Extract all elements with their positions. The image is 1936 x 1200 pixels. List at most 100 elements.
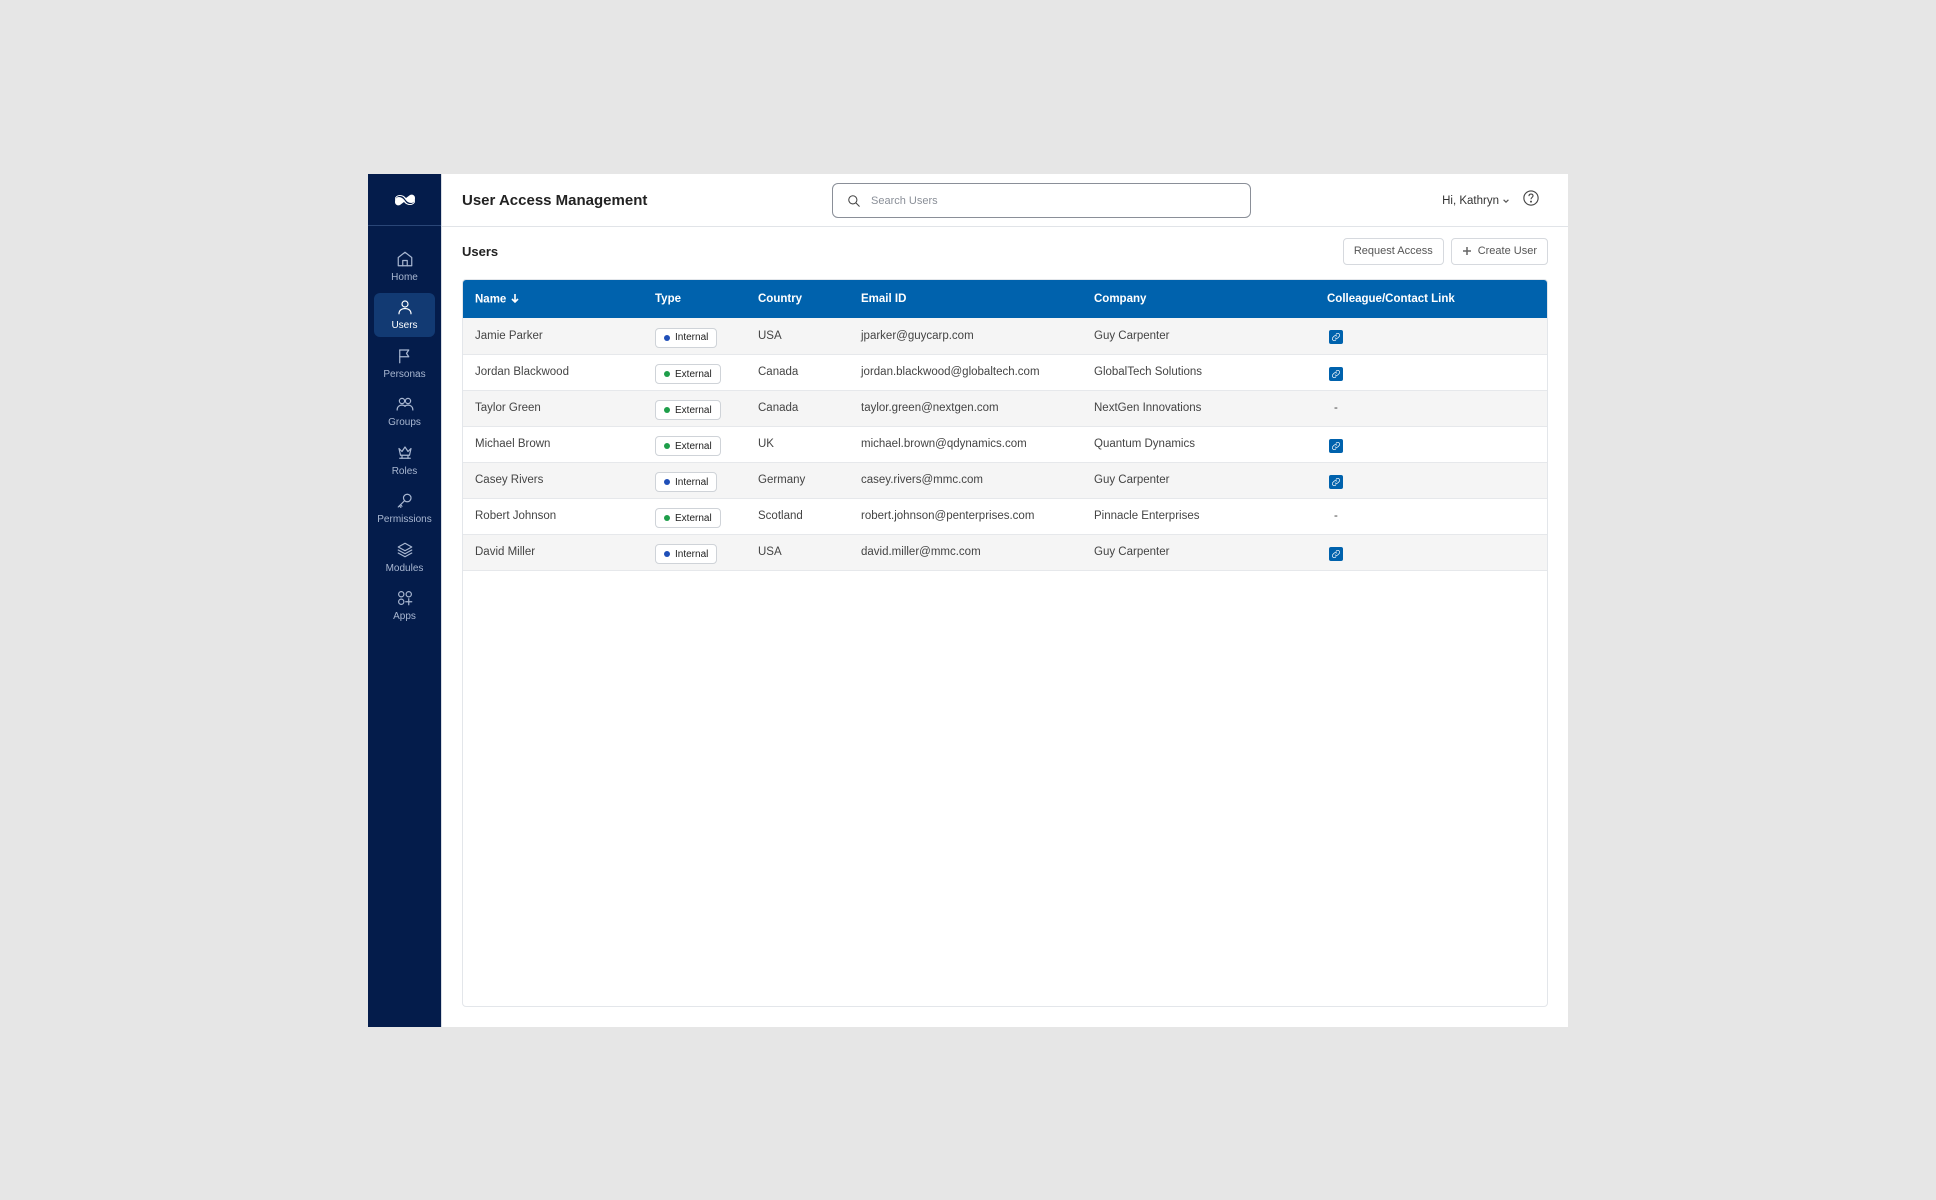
- table-row[interactable]: Jamie Parker Internal USA jparker@guycarp.c…: [463, 318, 1547, 354]
- cell-link: [1315, 354, 1547, 390]
- contact-link-icon[interactable]: [1329, 438, 1343, 453]
- status-dot: [664, 443, 670, 449]
- status-dot: [664, 479, 670, 485]
- contact-link-icon[interactable]: [1329, 474, 1343, 489]
- users-table: Name Type Country Email ID Company Colle…: [463, 280, 1547, 571]
- contact-link-icon[interactable]: [1329, 366, 1343, 381]
- request-access-label: Request Access: [1353, 245, 1433, 257]
- search-box[interactable]: [832, 183, 1251, 218]
- sidebar-item-label: Modules: [385, 562, 424, 574]
- status-dot: [664, 407, 670, 413]
- create-user-label: Create User: [1477, 245, 1537, 257]
- help-icon: [1523, 190, 1539, 206]
- column-header-link[interactable]: Colleague/Contact Link: [1315, 280, 1547, 318]
- cell-link: [1315, 318, 1547, 354]
- request-access-button[interactable]: Request Access: [1342, 237, 1444, 265]
- sidebar-item-roles[interactable]: Roles: [374, 438, 435, 482]
- table-body: Jamie Parker Internal USA jparker@guycarp.c…: [463, 318, 1547, 570]
- column-label: Colleague/Contact Link: [1327, 293, 1455, 305]
- table-row[interactable]: Casey Rivers Internal Germany casey.rivers@…: [463, 462, 1547, 498]
- sidebar-item-groups[interactable]: Groups: [374, 390, 435, 434]
- type-badge: External: [655, 508, 721, 528]
- user-menu[interactable]: Hi, Kathryn: [1442, 195, 1510, 207]
- column-header-name[interactable]: Name: [463, 280, 643, 318]
- column-header-company[interactable]: Company: [1082, 280, 1315, 318]
- column-label: Name: [475, 293, 507, 306]
- cell-company: Pinnacle Enterprises: [1094, 510, 1200, 522]
- sort-down-icon[interactable]: [510, 293, 520, 306]
- table-row[interactable]: David Miller Internal USA david.miller@mmc.…: [463, 534, 1547, 570]
- sidebar: Home Users Personas Groups Roles Permiss…: [368, 174, 441, 1027]
- cell-company: Guy Carpenter: [1094, 329, 1170, 342]
- no-link-text: -: [1334, 402, 1338, 414]
- cell-name: Jordan Blackwood: [475, 366, 569, 378]
- main-area: User Access Management Hi, Kathryn Users: [441, 174, 1568, 1027]
- cell-name: Michael Brown: [475, 438, 551, 450]
- cell-email: casey.rivers@mmc.com: [861, 474, 983, 486]
- sidebar-item-modules[interactable]: Modules: [374, 535, 435, 579]
- cell-name: Jamie Parker: [475, 329, 543, 342]
- cell-name: Casey Rivers: [475, 474, 544, 486]
- cell-link: -: [1315, 390, 1547, 426]
- cell-type: External: [643, 498, 746, 534]
- content-area: Users Request Access Create User: [442, 227, 1568, 1027]
- contact-link-icon[interactable]: [1329, 330, 1343, 345]
- table-row[interactable]: Taylor Green External Canada taylor.green@n…: [463, 390, 1547, 426]
- column-label: Country: [758, 293, 803, 305]
- chevron-down-icon: [1503, 198, 1509, 203]
- search-input[interactable]: [871, 194, 1231, 207]
- type-label: Internal: [675, 548, 709, 560]
- cell-type: External: [643, 426, 746, 462]
- sidebar-item-users[interactable]: Users: [374, 292, 435, 337]
- type-label: External: [675, 368, 712, 380]
- column-header-type[interactable]: Type: [643, 280, 746, 318]
- sidebar-item-label: Personas: [383, 368, 426, 380]
- section-toolbar: Users Request Access Create User: [462, 227, 1548, 279]
- no-link-text: -: [1334, 510, 1338, 522]
- cell-type: Internal: [643, 462, 746, 498]
- create-user-button[interactable]: Create User: [1450, 237, 1548, 265]
- table-row[interactable]: Robert Johnson External Scotland robert.joh…: [463, 498, 1547, 534]
- sidebar-item-personas[interactable]: Personas: [374, 341, 435, 385]
- help-button[interactable]: [1522, 189, 1540, 212]
- cell-company: NextGen Innovations: [1094, 402, 1202, 414]
- status-dot: [664, 515, 670, 521]
- app-logo[interactable]: [368, 174, 441, 226]
- sidebar-item-home[interactable]: Home: [374, 244, 435, 288]
- cell-name: David Miller: [475, 546, 536, 558]
- cell-type: Internal: [643, 534, 746, 570]
- contact-link-icon[interactable]: [1329, 546, 1343, 561]
- status-dot: [664, 551, 670, 557]
- cell-link: [1315, 534, 1547, 570]
- plus-icon: [1462, 247, 1471, 255]
- column-header-email[interactable]: Email ID: [849, 280, 1082, 318]
- column-label: Email ID: [861, 293, 907, 305]
- sidebar-item-permissions[interactable]: Permissions: [374, 487, 435, 531]
- home-icon: [397, 251, 412, 266]
- type-badge: Internal: [655, 544, 718, 564]
- cell-type: External: [643, 354, 746, 390]
- cell-company: Guy Carpenter: [1094, 546, 1170, 558]
- sidebar-item-label: Users: [391, 320, 418, 331]
- search-icon: [848, 194, 860, 207]
- cell-type: External: [643, 390, 746, 426]
- cell-company: Guy Carpenter: [1094, 474, 1170, 486]
- type-label: External: [675, 440, 712, 452]
- table-row[interactable]: Jordan Blackwood External Canada jordan.bla…: [463, 354, 1547, 390]
- column-header-country[interactable]: Country: [746, 280, 849, 318]
- cell-name: Taylor Green: [475, 402, 541, 414]
- cell-company: GlobalTech Solutions: [1094, 366, 1203, 378]
- cell-country: Germany: [758, 474, 806, 486]
- type-label: External: [675, 404, 712, 416]
- toolbar-actions: Request Access Create User: [1342, 237, 1548, 265]
- page-title: User Access Management: [462, 191, 648, 209]
- sidebar-item-label: Apps: [393, 611, 416, 622]
- cell-country: UK: [758, 438, 774, 450]
- cell-country: Canada: [758, 366, 799, 378]
- table-row[interactable]: Michael Brown External UK michael.brown@qdy…: [463, 426, 1547, 462]
- type-badge: Internal: [655, 472, 718, 492]
- user-area: Hi, Kathryn: [1442, 174, 1540, 227]
- type-label: Internal: [675, 332, 709, 344]
- cell-country: USA: [758, 329, 782, 342]
- sidebar-item-apps[interactable]: Apps: [374, 584, 435, 628]
